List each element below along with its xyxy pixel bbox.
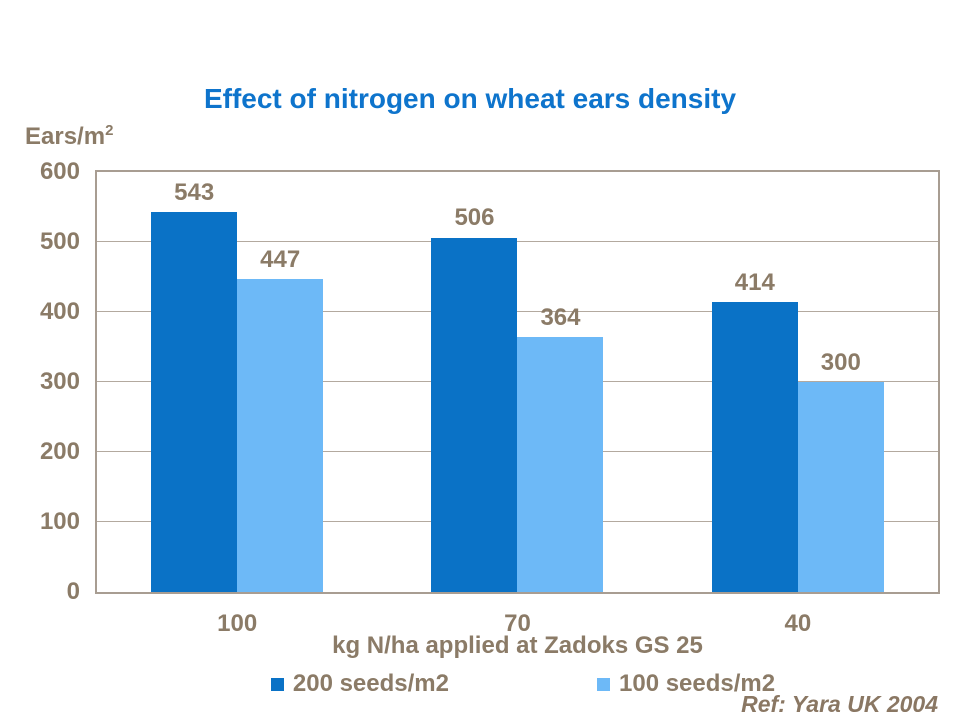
legend-item-100-seeds: 100 seeds/m2: [597, 670, 776, 697]
gridline: [97, 241, 938, 242]
bar-group: 414 300: [658, 172, 938, 592]
bar: [711, 302, 798, 592]
y-tick-label: 300: [39, 368, 80, 395]
x-category-label: 40: [784, 610, 812, 637]
y-tick-label: 200: [39, 438, 80, 465]
reference-note: Ref: Yara UK 2004: [741, 691, 938, 717]
x-category-labels: 100 70 40: [97, 610, 938, 639]
y-axis-unit-base: Ears/m: [25, 123, 106, 150]
bar-value-label: 506: [454, 204, 495, 232]
y-tick-label: 400: [39, 298, 80, 325]
bar: [797, 382, 884, 592]
x-category-label: 70: [504, 610, 531, 637]
y-tick-label: 0: [66, 578, 80, 605]
bar-value-label: 364: [540, 303, 581, 331]
bar-value-label: 414: [734, 268, 775, 296]
legend-label-200-seeds: 200 seeds/m2: [292, 670, 449, 697]
bar: [237, 279, 324, 592]
bar-group: 506 364: [377, 172, 657, 592]
legend-swatch-200-seeds: [270, 677, 284, 691]
legend-swatch-100-seeds: [597, 677, 610, 691]
bar-group: 543 447: [97, 172, 377, 592]
bar-value-label: 300: [820, 348, 861, 376]
y-tick-label: 500: [39, 228, 80, 255]
y-axis: 0 100 200 300 400 500 600: [0, 160, 80, 604]
plot-area: 543 447 506 364 414 300: [95, 170, 940, 594]
bar-with-label: 543: [151, 178, 238, 592]
bar-with-label: 506: [431, 204, 518, 592]
bar-with-label: 300: [797, 348, 884, 592]
chart-legend: 200 seeds/m2 100 seeds/m2: [43, 670, 960, 697]
x-axis-title: kg N/ha applied at Zadoks GS 25: [332, 632, 703, 659]
bar-value-label: 543: [174, 178, 215, 206]
legend-label-100-seeds: 100 seeds/m2: [619, 670, 776, 697]
chart-title: Effect of nitrogen on wheat ears density: [203, 83, 737, 114]
bar: [517, 337, 604, 592]
bar-value-label: 447: [260, 245, 301, 273]
bar: [151, 211, 238, 592]
y-axis-unit-superscript: 2: [105, 122, 114, 139]
y-axis-unit-label: Ears/m2: [25, 122, 113, 151]
y-tick-label: 100: [39, 508, 80, 535]
y-tick-label: 600: [39, 158, 80, 185]
bar: [431, 237, 518, 592]
bar-with-label: 447: [237, 245, 324, 592]
gridline: [97, 311, 938, 312]
bar-with-label: 414: [711, 268, 798, 592]
legend-item-200-seeds: 200 seeds/m2: [270, 670, 449, 697]
x-category-label: 100: [217, 610, 258, 637]
bar-with-label: 364: [517, 303, 604, 592]
